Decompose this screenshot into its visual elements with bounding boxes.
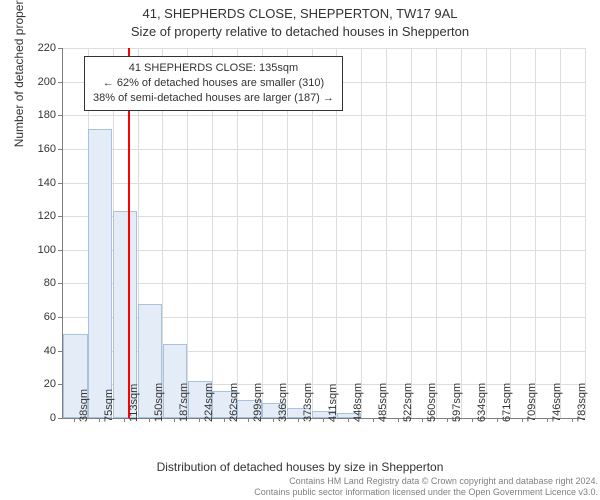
x-tick-label: 783sqm [576,383,588,422]
chart-subtitle: Size of property relative to detached ho… [0,24,600,39]
x-tick-label: 75sqm [103,389,115,422]
y-tick-label: 40 [16,345,56,357]
y-tick-mark [58,283,62,284]
y-tick-mark [58,48,62,49]
y-tick-mark [58,250,62,251]
y-tick-label: 160 [16,143,56,155]
y-tick-label: 100 [16,244,56,256]
x-tick-mark [398,418,399,422]
y-tick-mark [58,317,62,318]
x-tick-mark [373,418,374,422]
x-tick-mark [422,418,423,422]
x-tick-mark [447,418,448,422]
x-tick-mark [174,418,175,422]
chart-title-address: 41, SHEPHERDS CLOSE, SHEPPERTON, TW17 9A… [0,6,600,21]
x-tick-label: 634sqm [476,383,488,422]
x-tick-label: 224sqm [203,383,215,422]
x-tick-label: 150sqm [153,383,165,422]
x-tick-label: 299sqm [252,383,264,422]
x-tick-mark [348,418,349,422]
gridline-v [361,48,362,418]
y-tick-mark [58,418,62,419]
gridline-h [63,283,585,284]
y-tick-label: 120 [16,210,56,222]
y-tick-label: 180 [16,109,56,121]
y-tick-label: 200 [16,76,56,88]
y-tick-label: 140 [16,177,56,189]
x-tick-mark [248,418,249,422]
annotation-line: 38% of semi-detached houses are larger (… [93,91,334,106]
x-tick-label: 262sqm [228,383,240,422]
gridline-v [386,48,387,418]
x-tick-label: 560sqm [426,383,438,422]
x-tick-mark [74,418,75,422]
y-tick-label: 220 [16,42,56,54]
x-tick-label: 746sqm [551,383,563,422]
x-tick-label: 113sqm [128,384,140,422]
x-tick-label: 597sqm [451,383,463,422]
y-tick-label: 0 [16,412,56,424]
y-tick-mark [58,216,62,217]
x-tick-label: 485sqm [377,383,389,422]
x-tick-mark [273,418,274,422]
gridline-v [535,48,536,418]
gridline-v [585,48,586,418]
x-tick-label: 373sqm [302,383,314,422]
x-tick-mark [99,418,100,422]
y-tick-label: 80 [16,277,56,289]
y-tick-mark [58,149,62,150]
x-tick-mark [497,418,498,422]
annotation-box: 41 SHEPHERDS CLOSE: 135sqm← 62% of detac… [84,56,343,111]
x-tick-mark [572,418,573,422]
x-tick-label: 709sqm [526,383,538,422]
gridline-v [411,48,412,418]
x-tick-label: 448sqm [352,383,364,422]
histogram-bar [88,129,112,418]
x-axis-label: Distribution of detached houses by size … [0,460,600,474]
annotation-line: ← 62% of detached houses are smaller (31… [93,76,334,91]
gridline-v [510,48,511,418]
footer-line-1: Contains HM Land Registry data © Crown c… [2,476,598,487]
x-tick-mark [199,418,200,422]
gridline-v [560,48,561,418]
x-tick-mark [124,418,125,422]
gridline-h [63,183,585,184]
x-tick-mark [224,418,225,422]
x-tick-label: 336sqm [277,383,289,422]
x-tick-mark [298,418,299,422]
y-axis-label: Number of detached properties [12,0,26,147]
x-tick-label: 411sqm [327,384,339,422]
gridline-h [63,115,585,116]
y-tick-mark [58,82,62,83]
y-tick-mark [58,384,62,385]
gridline-h [63,149,585,150]
gridline-h [63,250,585,251]
gridline-h [63,48,585,49]
gridline-v [486,48,487,418]
x-tick-label: 38sqm [78,389,90,422]
gridline-h [63,216,585,217]
y-tick-label: 20 [16,378,56,390]
footer-attribution: Contains HM Land Registry data © Crown c… [2,476,598,498]
x-tick-mark [522,418,523,422]
y-tick-label: 60 [16,311,56,323]
x-tick-mark [472,418,473,422]
y-tick-mark [58,351,62,352]
x-tick-label: 187sqm [178,383,190,422]
x-tick-label: 671sqm [501,383,513,422]
chart-container: 41, SHEPHERDS CLOSE, SHEPPERTON, TW17 9A… [0,0,600,500]
x-tick-mark [547,418,548,422]
y-tick-mark [58,183,62,184]
annotation-line: 41 SHEPHERDS CLOSE: 135sqm [93,61,334,76]
x-tick-label: 522sqm [402,383,414,422]
footer-line-2: Contains public sector information licen… [2,487,598,498]
gridline-v [461,48,462,418]
y-tick-mark [58,115,62,116]
x-tick-mark [149,418,150,422]
x-tick-mark [323,418,324,422]
gridline-v [436,48,437,418]
